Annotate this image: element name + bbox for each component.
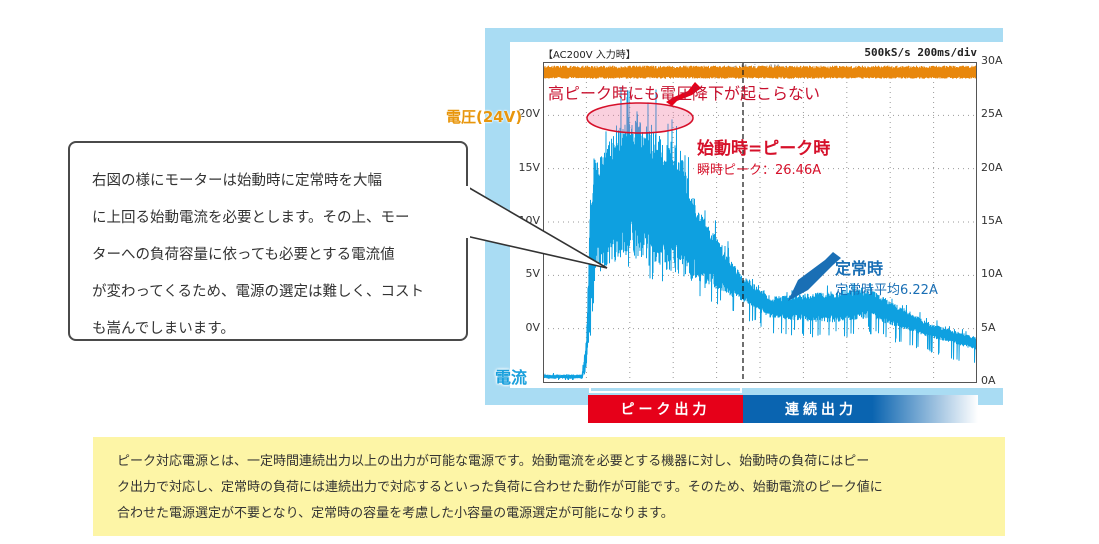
peak-bracket [589, 384, 742, 393]
waveform-plot [543, 62, 977, 383]
note-line: 合わせた電源選定が不要となり、定常時の容量を考慮した小容量の電源選定が可能になり… [117, 506, 674, 521]
right-axis-tick-label: 5A [981, 320, 996, 334]
right-axis-tick-label: 0A [981, 374, 996, 387]
current-trace [543, 86, 977, 380]
left-axis-tick-label: 0V [525, 320, 540, 334]
current-label: 電流 [495, 368, 528, 387]
peak-arrow-icon [666, 82, 701, 106]
left-axis-tick-label: 5V [525, 267, 540, 281]
peak-annotation-value: 瞬時ピーク：26.46A [697, 163, 822, 178]
steady-arrow-icon [788, 252, 841, 301]
note-line: ピーク対応電源とは、一定時間連続出力以上の出力が可能な電源です。始動電流を必要と… [117, 454, 870, 469]
peak-output-bar: ピーク出力 [588, 395, 743, 423]
right-axis-tick-label: 30A [981, 54, 1003, 67]
right-axis-tick-label: 15A [981, 214, 1003, 227]
callout-line: が変わってくるため、電源の選定は難しく、コスト [92, 284, 425, 300]
voltage-highlight-ellipse [586, 102, 694, 134]
left-axis-tick-label: 15V [518, 160, 540, 174]
voltage-label: 電圧(24V) [446, 108, 523, 126]
callout-line: ターへの負荷容量に依っても必要とする電流値 [92, 247, 395, 263]
sample-rate-label: 500kS/s 200ms/div [864, 46, 977, 59]
input-condition-label: 【AC200V 入力時】 [543, 50, 636, 61]
callout-gap [462, 186, 470, 238]
voltage-trace [543, 65, 977, 79]
left-axis-tick-label: 20V [518, 107, 540, 121]
note-line: ク出力で対応し、定常時の負荷には連続出力で対応するといった負荷に合わせた動作が可… [117, 480, 883, 495]
callout-line: に上回る始動電流を必要とします。その上、モー [92, 210, 410, 226]
chart-headline: 高ピーク時にも電圧降下が起こらない [548, 84, 821, 103]
summary-note: ピーク対応電源とは、一定時間連続出力以上の出力が可能な電源です。始動電流を必要と… [93, 437, 1005, 536]
peak-annotation-title: 始動時=ピーク時 [697, 139, 831, 159]
steady-annotation-value: 定常時平均6.22A [835, 283, 938, 298]
callout-line: 右図の様にモーターは始動時に定常時を大幅 [92, 173, 382, 189]
explanation-callout: 右図の様にモーターは始動時に定常時を大幅 に上回る始動電流を必要とします。その上… [68, 141, 468, 341]
right-axis-tick-label: 25A [981, 107, 1003, 121]
right-axis-tick-label: 20A [981, 160, 1003, 174]
callout-line: も嵩んでしまいます。 [92, 321, 235, 337]
continuous-output-bar: 連続出力 [743, 395, 978, 423]
steady-annotation-title: 定常時 [835, 259, 884, 278]
right-axis-tick-label: 10A [981, 267, 1003, 281]
